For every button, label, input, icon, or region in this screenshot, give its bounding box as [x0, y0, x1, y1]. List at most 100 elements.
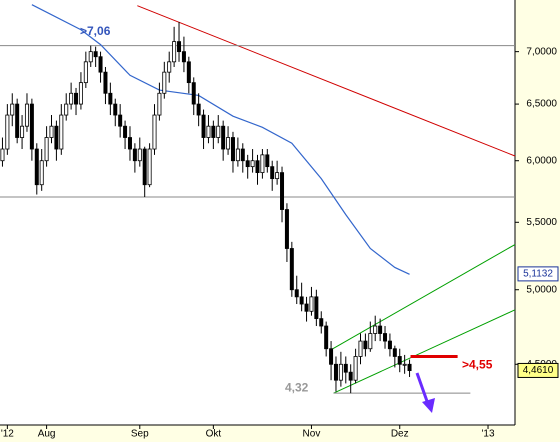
moving-average [31, 4, 410, 275]
candle-body [137, 148, 142, 162]
annotation: 4,32 [285, 380, 309, 394]
candle-body [392, 348, 397, 357]
candle-body [289, 248, 294, 291]
candle-body [294, 289, 299, 298]
candle-body [250, 160, 255, 168]
candle-body [88, 51, 93, 63]
candle-body [24, 103, 29, 127]
candle-body [226, 137, 231, 150]
candle-body [54, 125, 59, 150]
arrow-head [422, 398, 435, 413]
candle-body [378, 325, 383, 334]
candle-body [118, 114, 123, 127]
plot-area [0, 0, 515, 425]
candle-body [49, 125, 54, 138]
candle-body [280, 172, 285, 210]
candle-body [343, 363, 348, 373]
x-tick-label: Sep [131, 429, 149, 440]
candle-body [363, 340, 368, 350]
candle-body [383, 333, 388, 342]
candle-body [113, 103, 118, 116]
candle-body [397, 356, 402, 365]
candle-body [78, 82, 83, 105]
candle-body [20, 125, 25, 138]
candle-body [240, 148, 245, 162]
candle-body [98, 56, 103, 73]
candle-body [59, 114, 64, 150]
candle-body [368, 333, 373, 350]
candle-body [206, 125, 211, 138]
candle-body [132, 148, 137, 162]
candle-body [255, 160, 260, 174]
candle-body [407, 363, 412, 372]
arrow-shaft [415, 372, 430, 405]
candle-body [319, 318, 324, 327]
candle-body [10, 103, 15, 116]
candle-body [387, 340, 392, 350]
candle-body [29, 103, 34, 150]
candle-body [402, 363, 407, 366]
candle-body [108, 92, 113, 105]
y-tick-label: 6,0000 [526, 155, 557, 166]
candle-body [34, 148, 39, 186]
candle-body [284, 209, 289, 249]
candle-body [373, 325, 378, 334]
candle-body [44, 137, 49, 162]
candle-body [275, 172, 280, 180]
x-tick-label: Okt [206, 429, 222, 440]
candle-body [304, 303, 309, 312]
trend-line [137, 5, 516, 157]
candle-body [230, 137, 235, 162]
candle-body [103, 71, 108, 94]
candle-body [191, 82, 196, 105]
y-tick-label: 6,5000 [526, 99, 557, 110]
candle-body [309, 296, 314, 312]
candle-body [167, 61, 172, 73]
candle-body [329, 348, 334, 365]
candle-body [0, 148, 5, 162]
y-tick-label: 7,0000 [526, 46, 557, 57]
candle-body [157, 92, 162, 116]
candle-body [152, 114, 157, 150]
candle-body [147, 148, 152, 186]
candle-body [338, 363, 343, 381]
value-box-label: 4,4610 [523, 365, 554, 376]
candle-body [245, 160, 250, 168]
annotation: >7,06 [80, 24, 111, 38]
candle-body [348, 371, 353, 381]
candle-body [270, 166, 275, 180]
candle-body [299, 296, 304, 305]
y-tick-label: 5,5000 [526, 217, 557, 228]
x-tick-label: '13 [482, 429, 495, 440]
candle-body [333, 363, 338, 381]
candle-body [211, 125, 216, 138]
candle-body [93, 51, 98, 58]
candle-body [15, 103, 20, 138]
x-axis-area [0, 425, 515, 442]
value-box [517, 362, 559, 378]
trend-line [329, 244, 516, 351]
candle-body [5, 114, 10, 150]
candle-body [142, 148, 147, 186]
candle-body [324, 325, 329, 350]
candle-body [201, 114, 206, 138]
candle-body [177, 41, 182, 53]
x-tick-label: Dez [391, 429, 409, 440]
candle-body [162, 71, 167, 94]
candle-body [265, 154, 270, 168]
x-tick-label: Aug [38, 429, 56, 440]
candle-body [358, 340, 363, 357]
x-tick-label: Nov [303, 429, 321, 440]
trend-line [333, 309, 516, 394]
candle-body [64, 103, 69, 116]
y-tick-label: 5,0000 [526, 284, 557, 295]
candle-body [196, 103, 201, 116]
candle-body [39, 160, 44, 186]
value-box-label: 5,1132 [523, 269, 553, 280]
candle-body [181, 51, 186, 63]
candle-body [69, 92, 74, 105]
candle-body [127, 137, 132, 150]
candle-body [123, 125, 128, 138]
value-box [517, 266, 559, 282]
